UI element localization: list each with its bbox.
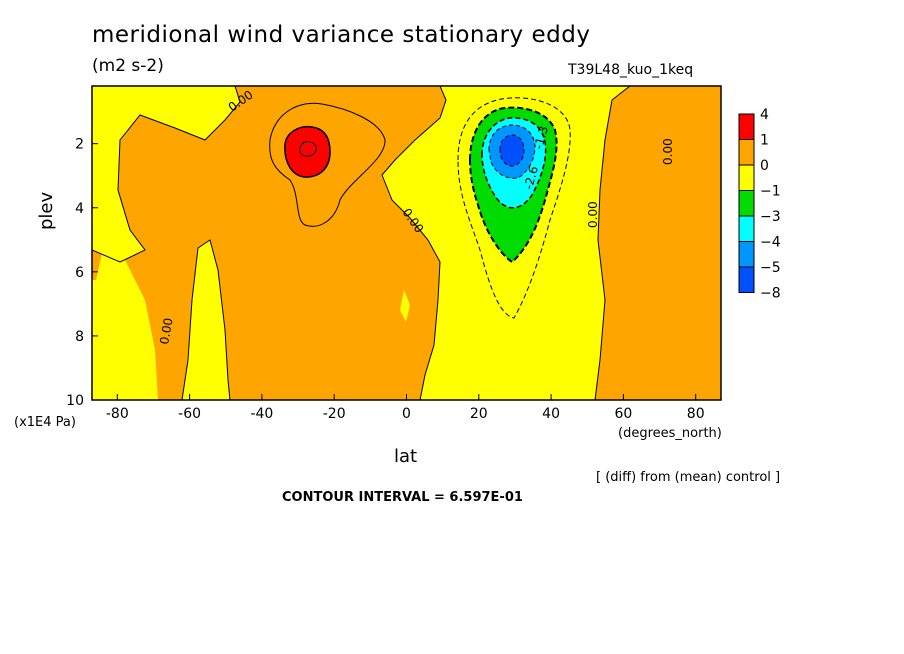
y-tick-label: 8 xyxy=(75,329,84,345)
contour-max-inner xyxy=(299,141,317,157)
region-max-red xyxy=(284,125,331,178)
y-tick-label: 4 xyxy=(75,201,84,217)
colorbar-label: −5 xyxy=(760,260,781,276)
contour-zero-center xyxy=(381,86,447,400)
contour-zero-east xyxy=(594,86,631,400)
y-tick-label: 2 xyxy=(75,137,84,153)
contour-label-northeast: 0.00 xyxy=(661,138,675,165)
colorbar-label: −1 xyxy=(760,184,781,200)
colorbar-swatch xyxy=(738,215,755,242)
contour-label-neg2: -2.6 xyxy=(521,165,541,191)
chart-units: (m2 s-2) xyxy=(92,56,164,76)
region-yellow-west-pocket xyxy=(92,86,240,262)
colorbar-label: −3 xyxy=(760,209,781,225)
contour-zero-west-lower xyxy=(181,239,231,400)
plot-area xyxy=(92,86,721,400)
colorbar-label: 0 xyxy=(760,158,769,174)
colorbar-label: 1 xyxy=(760,133,769,149)
y-axis: 2 4 6 8 10 xyxy=(66,137,98,409)
contour-interval: CONTOUR INTERVAL = 6.597E-01 xyxy=(282,490,523,505)
diff-note: [ (diff) from (mean) control ] xyxy=(596,470,781,485)
contour-label-southwest: 0.00 xyxy=(157,317,175,346)
x-axis-unit: (degrees_north) xyxy=(618,426,722,441)
x-axis: -80 -60 -40 -20 0 20 40 60 80 xyxy=(106,394,705,422)
contour-zero-west xyxy=(92,86,241,263)
colorbar-swatch xyxy=(738,190,755,217)
colorbar-label: 4 xyxy=(760,107,769,123)
y-tick-label: 6 xyxy=(75,265,84,281)
x-tick-label: 40 xyxy=(542,406,560,422)
colorbar: 4 1 0 −1 −3 −4 −5 −8 xyxy=(738,107,781,302)
region-min-darkblue xyxy=(499,134,525,167)
region-positive-east xyxy=(595,86,721,400)
y-tick-label: 10 xyxy=(66,393,84,409)
x-tick-label: 80 xyxy=(687,406,705,422)
region-yellow-small xyxy=(400,290,410,322)
x-tick-label: 0 xyxy=(402,406,411,422)
chart-title: meridional wind variance stationary eddy xyxy=(92,22,591,48)
x-tick-label: -60 xyxy=(178,406,201,422)
colorbar-swatch xyxy=(738,241,755,268)
x-tick-label: -20 xyxy=(323,406,346,422)
colorbar-swatch xyxy=(738,266,755,293)
run-id: T39L48_kuo_1keq xyxy=(568,62,694,78)
colorbar-label: −4 xyxy=(760,235,781,251)
colorbar-label: −8 xyxy=(760,286,781,302)
x-tick-label: 20 xyxy=(470,406,488,422)
x-axis-label: lat xyxy=(394,446,418,467)
contour-positive-ring xyxy=(269,102,386,227)
contour-label-neg1: -1.3 xyxy=(531,125,551,151)
colorbar-swatch xyxy=(738,164,755,191)
y-axis-label: plev xyxy=(36,191,57,230)
x-tick-label: -40 xyxy=(250,406,273,422)
x-tick-label: 60 xyxy=(614,406,632,422)
contour-label-east: 0.00 xyxy=(586,201,600,228)
region-positive-west xyxy=(92,86,446,400)
colorbar-swatch xyxy=(738,113,755,140)
colorbar-swatch xyxy=(738,139,755,166)
x-tick-label: -80 xyxy=(106,406,129,422)
contour-negative-outer xyxy=(457,97,571,319)
y-axis-unit: (x1E4 Pa) xyxy=(14,415,76,430)
